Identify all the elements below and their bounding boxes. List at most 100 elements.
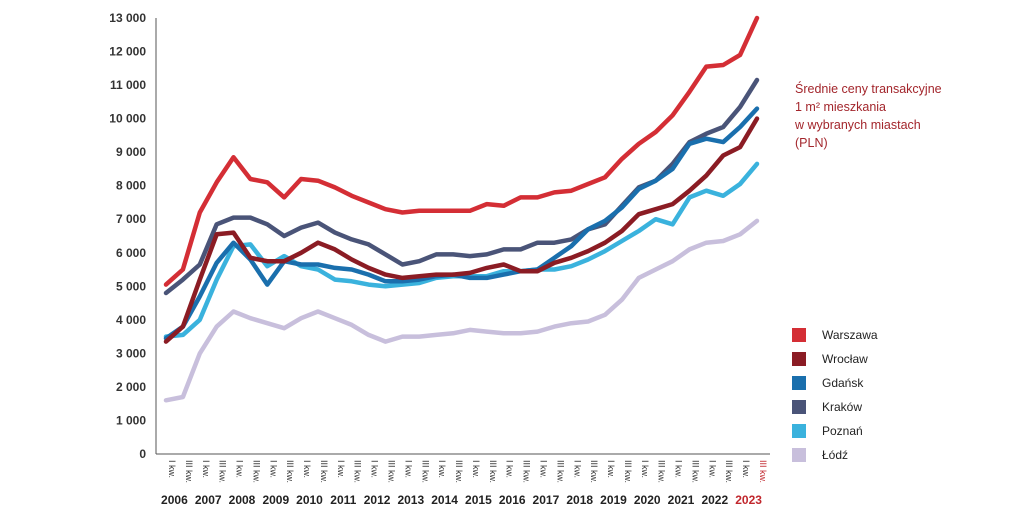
legend-swatch	[792, 328, 806, 342]
legend-label: Poznań	[822, 424, 863, 438]
y-tick-label: 0	[139, 447, 146, 461]
x-tick-label: I kw.	[370, 460, 380, 478]
legend-swatch	[792, 424, 806, 438]
y-tick-label: 4 000	[116, 313, 146, 327]
y-tick-label: 9 000	[116, 145, 146, 159]
y-tick-label: 8 000	[116, 179, 146, 193]
y-tick-label: 13 000	[109, 11, 146, 25]
y-tick-label: 3 000	[116, 346, 146, 360]
x-tick-label: III kw.	[218, 460, 228, 483]
x-tick-label: I kw.	[201, 460, 211, 478]
legend-label: Warszawa	[822, 328, 878, 342]
x-tick-label: I kw.	[167, 460, 177, 478]
legend: Warszawa Wrocław Gdańsk Kraków Poznań Łódź	[792, 323, 878, 467]
x-axis-years: 2006 2007 2008 2009 2010 2011 2012 2013 2014 2015…	[161, 493, 762, 507]
x-tick-label: III kw.	[589, 460, 599, 483]
x-tick-label: III kw.	[353, 460, 363, 483]
x-tick-label: III kw.	[657, 460, 667, 483]
chart-title-line: (PLN)	[795, 136, 828, 150]
y-tick-label: 11 000	[110, 78, 146, 92]
x-year-label: 2014	[431, 493, 458, 507]
legend-swatch	[792, 376, 806, 390]
chart-title-line: 1 m² mieszkania	[795, 100, 886, 114]
legend-item-łódź: Łódź	[792, 443, 878, 467]
x-year-label: 2020	[634, 493, 661, 507]
chart-title-line: w wybranych miastach	[795, 118, 921, 132]
x-tick-label: III kw.	[387, 460, 397, 483]
x-tick-label: III kw.	[623, 460, 633, 483]
legend-item-wrocław: Wrocław	[792, 347, 878, 371]
legend-label: Gdańsk	[822, 376, 864, 390]
x-tick-label: III kw.	[555, 460, 565, 483]
x-tick-label: I kw.	[471, 460, 481, 478]
x-year-label: 2006	[161, 493, 188, 507]
legend-item-poznań: Poznań	[792, 419, 878, 443]
y-axis-ticks: 0 1 000 2 000 3 000 4 000 5 000 6 000 7 000 8 00…	[109, 11, 146, 461]
x-year-label: 2012	[364, 493, 391, 507]
x-year-label: 2007	[195, 493, 222, 507]
x-tick-label: I kw.	[437, 460, 447, 478]
x-tick-label: I kw.	[302, 460, 312, 478]
y-tick-label: 1 000	[116, 413, 146, 427]
x-tick-label: I kw.	[707, 460, 717, 478]
x-axis-ticks: I kw. III kw. I kw. III kw. I kw. III kw. I kw…	[167, 460, 768, 483]
legend-swatch	[792, 400, 806, 414]
x-year-label: 2019	[600, 493, 627, 507]
legend-item-kraków: Kraków	[792, 395, 878, 419]
x-tick-label: III kw.	[691, 460, 701, 483]
x-tick-label: III kw.	[251, 460, 261, 483]
x-year-label: 2017	[533, 493, 560, 507]
x-year-label: 2018	[566, 493, 593, 507]
x-year-label: 2011	[330, 493, 356, 507]
chart-title: Średnie ceny transakcyjne 1 m² mieszkani…	[795, 80, 995, 152]
y-tick-label: 2 000	[116, 380, 146, 394]
x-tick-label: I kw.	[235, 460, 245, 478]
x-tick-label: III kw.	[454, 460, 464, 483]
series-line-gdańsk	[163, 106, 760, 341]
legend-item-warszawa: Warszawa	[792, 323, 878, 347]
x-year-label: 2008	[229, 493, 256, 507]
x-tick-label: III kw.	[488, 460, 498, 483]
series-line-warszawa	[163, 15, 760, 287]
x-tick-label: III kw.	[522, 460, 532, 483]
legend-swatch	[792, 352, 806, 366]
series-line-łódź	[163, 218, 760, 403]
x-year-label: 2015	[465, 493, 492, 507]
x-year-label: 2022	[701, 493, 728, 507]
legend-swatch	[792, 448, 806, 462]
x-tick-label: III kw.	[319, 460, 329, 483]
x-tick-label: I kw.	[505, 460, 515, 478]
x-tick-label: III kw.	[724, 460, 734, 483]
y-tick-label: 5 000	[116, 279, 146, 293]
x-year-label: 2013	[397, 493, 424, 507]
x-tick-label: I kw.	[674, 460, 684, 478]
x-year-label: 2009	[262, 493, 289, 507]
chart-title-line: Średnie ceny transakcyjne	[795, 82, 942, 96]
x-tick-label: I kw.	[572, 460, 582, 478]
x-year-label: 2023	[735, 493, 762, 507]
x-tick-label: III kw.	[184, 460, 194, 483]
x-year-label: 2021	[668, 493, 695, 507]
y-tick-label: 12 000	[109, 45, 146, 59]
series-line-wrocław	[163, 116, 760, 344]
x-year-label: 2010	[296, 493, 323, 507]
legend-item-gdańsk: Gdańsk	[792, 371, 878, 395]
series-lines	[163, 15, 760, 403]
x-tick-label: I kw.	[403, 460, 413, 478]
x-tick-label: I kw.	[606, 460, 616, 478]
x-tick-label: I kw.	[268, 460, 278, 478]
x-tick-label: I kw.	[741, 460, 751, 478]
y-tick-label: 10 000	[109, 112, 146, 126]
x-tick-label: III kw.	[758, 460, 768, 483]
x-tick-label: III kw.	[420, 460, 430, 483]
legend-label: Łódź	[822, 448, 849, 462]
legend-label: Wrocław	[822, 352, 868, 366]
x-year-label: 2016	[499, 493, 526, 507]
x-tick-label: I kw.	[336, 460, 346, 478]
legend-label: Kraków	[822, 400, 863, 414]
y-tick-label: 6 000	[116, 246, 146, 260]
x-tick-label: I kw.	[539, 460, 549, 478]
x-tick-label: I kw.	[640, 460, 650, 478]
x-tick-label: III kw.	[285, 460, 295, 483]
